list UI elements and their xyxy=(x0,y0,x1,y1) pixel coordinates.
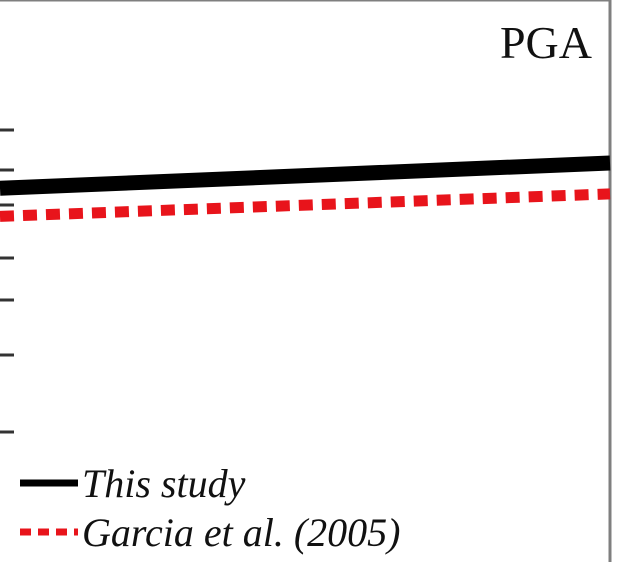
y-axis-ticks xyxy=(0,128,14,434)
legend-label-garcia: Garcia et al. (2005) xyxy=(82,510,400,555)
legend-label-this-study: This study xyxy=(82,461,246,506)
legend: This study Garcia et al. (2005) xyxy=(20,461,400,555)
series-layer xyxy=(0,155,611,222)
series-line-0 xyxy=(0,155,611,196)
panel-label: PGA xyxy=(500,17,592,68)
series-line-1 xyxy=(0,188,611,222)
